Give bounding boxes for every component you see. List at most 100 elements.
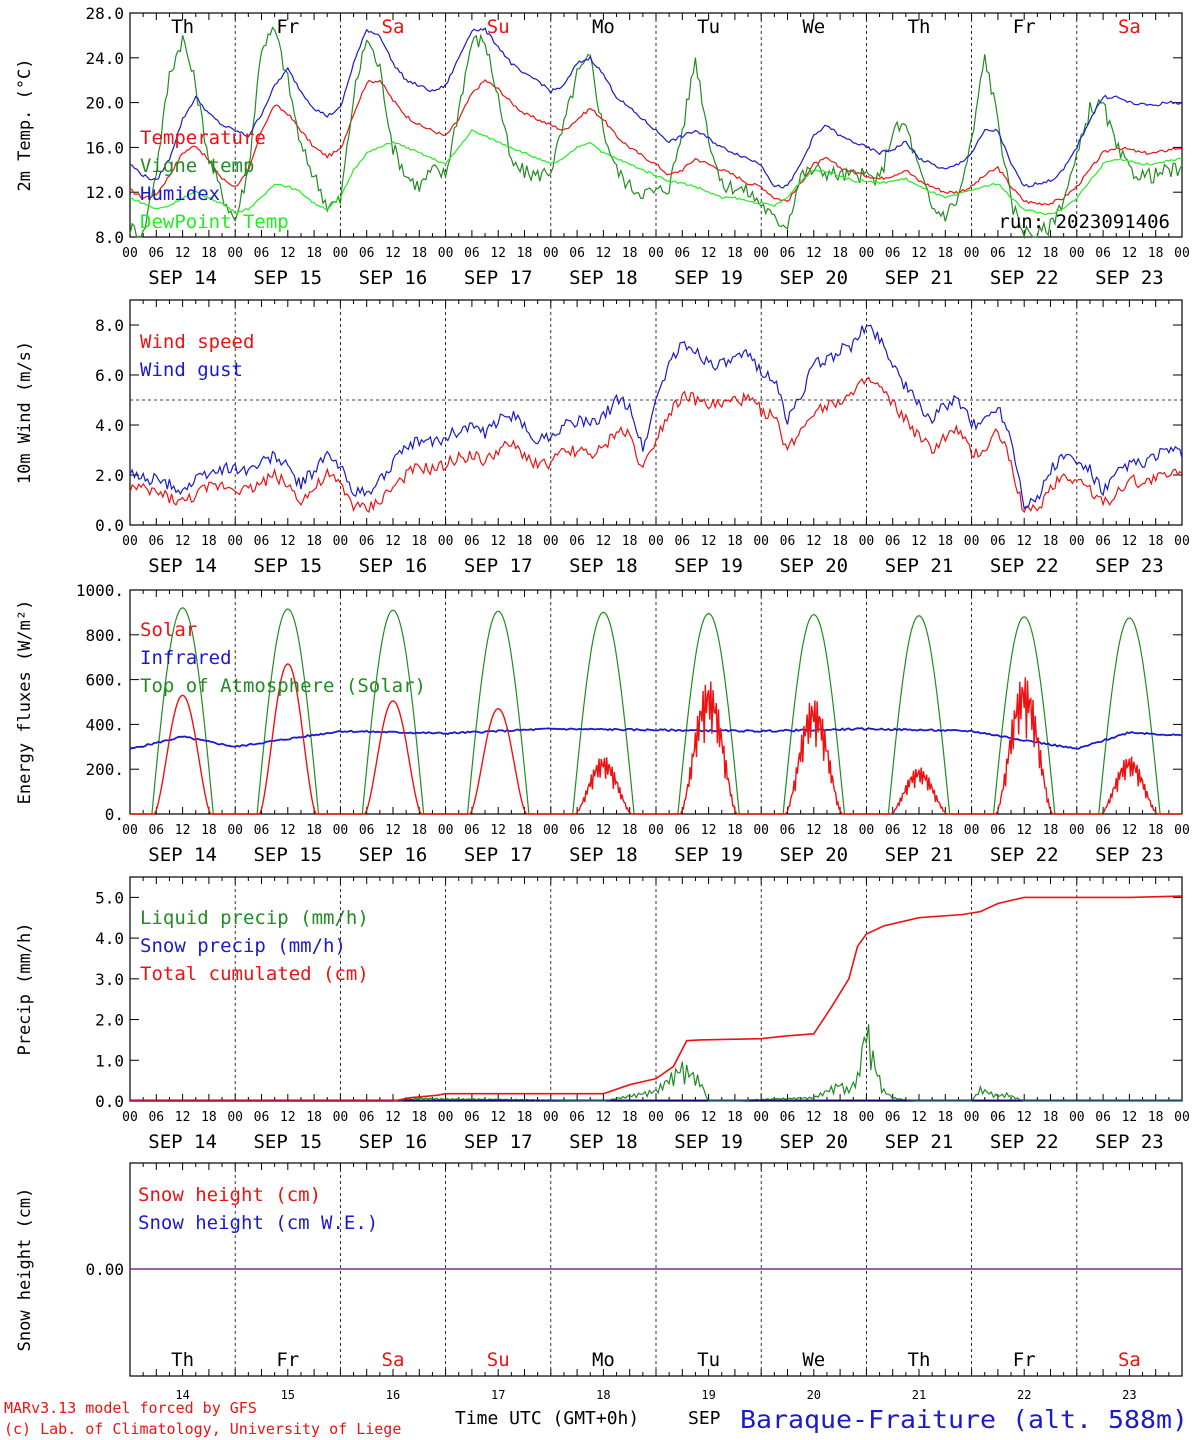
wind-hour-tick-label: 12 (701, 534, 717, 549)
precip-hour-tick-label: 18 (201, 1110, 217, 1125)
precip-date-label: SEP 19 (674, 1131, 743, 1153)
wind-hour-tick-label: 06 (569, 534, 585, 549)
snow-day-number: 19 (701, 1388, 715, 1402)
temp-hour-tick-label: 00 (648, 246, 664, 261)
precip-hour-tick-label: 18 (306, 1110, 322, 1125)
precip-hour-tick-label: 00 (543, 1110, 559, 1125)
temp-date-label: SEP 14 (148, 267, 217, 289)
precip-y-axis-label: Precip (mm/h) (15, 922, 35, 1055)
snow-weekday-label: Su (487, 1349, 510, 1371)
precip-hour-tick-label: 12 (596, 1110, 612, 1125)
energy-date-label: SEP 14 (148, 844, 217, 866)
precip-hour-tick-label: 06 (674, 1110, 690, 1125)
precip-hour-tick-label: 18 (1043, 1110, 1059, 1125)
wind-legend-entry: Wind gust (140, 359, 243, 381)
wind-date-label: SEP 22 (990, 555, 1059, 577)
precip-legend-entry: Total cumulated (cm) (140, 963, 369, 985)
temp-series-line (129, 26, 1183, 240)
wind-hour-tick-label: 18 (622, 534, 638, 549)
energy-date-label: SEP 22 (990, 844, 1059, 866)
precip-y-tick-label: 3.0 (95, 970, 124, 989)
energy-date-label: SEP 16 (359, 844, 428, 866)
precip-legend-entry: Snow precip (mm/h) (140, 935, 346, 957)
wind-hour-tick-label: 12 (596, 534, 612, 549)
energy-hour-tick-label: 18 (727, 823, 743, 838)
temp-hour-tick-label: 12 (1016, 246, 1032, 261)
wind-hour-tick-label: 12 (280, 534, 296, 549)
energy-hour-tick-label: 00 (438, 823, 454, 838)
precip-hour-tick-label: 00 (438, 1110, 454, 1125)
temp-hour-tick-label: 06 (359, 246, 375, 261)
wind-hour-tick-label: 00 (964, 534, 980, 549)
precip-hour-tick-label: 12 (175, 1110, 191, 1125)
wind-hour-tick-label: 00 (753, 534, 769, 549)
snow-day-number: 20 (807, 1388, 821, 1402)
snow-y-tick-label: 0.00 (85, 1260, 124, 1279)
temp-hour-tick-label: 00 (227, 246, 243, 261)
precip-hour-tick-label: 18 (727, 1110, 743, 1125)
energy-legend-entry: Solar (140, 619, 197, 641)
wind-hour-tick-label: 06 (1095, 534, 1111, 549)
temp-hour-tick-label: 06 (1095, 246, 1111, 261)
wind-hour-tick-label: 18 (1148, 534, 1164, 549)
wind-hour-tick-label: 12 (385, 534, 401, 549)
snow-weekday-label: Th (908, 1349, 931, 1371)
energy-hour-tick-label: 18 (622, 823, 638, 838)
temp-y-axis-label: 2m Temp. (°C) (15, 58, 35, 191)
energy-hour-tick-label: 00 (1069, 823, 1085, 838)
temp-hour-tick-label: 18 (937, 246, 953, 261)
energy-date-label: SEP 20 (779, 844, 848, 866)
snow-weekday-label: Mo (592, 1349, 615, 1371)
energy-hour-tick-label: 18 (1043, 823, 1059, 838)
energy-hour-tick-label: 00 (543, 823, 559, 838)
energy-hour-tick-label: 06 (569, 823, 585, 838)
temp-weekday-label: Th (171, 16, 194, 38)
temp-weekday-label: Tu (697, 16, 720, 38)
wind-hour-tick-label: 12 (1122, 534, 1138, 549)
lab-credit: (c) Lab. of Climatology, University of L… (4, 1420, 401, 1438)
precip-hour-tick-label: 18 (1148, 1110, 1164, 1125)
temp-hour-tick-label: 00 (122, 246, 138, 261)
precip-hour-tick-label: 00 (964, 1110, 980, 1125)
energy-date-label: SEP 18 (569, 844, 638, 866)
temp-hour-tick-label: 12 (490, 246, 506, 261)
energy-y-tick-label: 800. (85, 626, 124, 645)
snow-weekday-label: Sa (382, 1349, 405, 1371)
wind-series-line (129, 324, 1183, 510)
precip-date-label: SEP 23 (1095, 1131, 1164, 1153)
wind-hour-tick-label: 18 (832, 534, 848, 549)
energy-solar-line (130, 663, 1182, 815)
precip-date-label: SEP 14 (148, 1131, 217, 1153)
energy-hour-tick-label: 18 (306, 823, 322, 838)
wind-y-tick-label: 0.0 (95, 516, 124, 535)
snow-weekday-label: Th (171, 1349, 194, 1371)
energy-date-label: SEP 19 (674, 844, 743, 866)
precip-hour-tick-label: 12 (385, 1110, 401, 1125)
energy-hour-tick-label: 18 (201, 823, 217, 838)
temp-date-label: SEP 17 (464, 267, 533, 289)
temp-hour-tick-label: 18 (622, 246, 638, 261)
precip-date-label: SEP 18 (569, 1131, 638, 1153)
temp-series-line (129, 79, 1183, 206)
temp-legend-entry: Humidex (140, 183, 220, 205)
temp-hour-tick-label: 00 (333, 246, 349, 261)
temp-hour-tick-label: 12 (385, 246, 401, 261)
wind-date-label: SEP 18 (569, 555, 638, 577)
temp-date-label: SEP 23 (1095, 267, 1164, 289)
energy-hour-tick-label: 12 (806, 823, 822, 838)
temp-hour-tick-label: 12 (806, 246, 822, 261)
wind-hour-tick-label: 18 (937, 534, 953, 549)
precip-hour-tick-label: 12 (490, 1110, 506, 1125)
precip-hour-tick-label: 12 (806, 1110, 822, 1125)
precip-hour-tick-label: 12 (701, 1110, 717, 1125)
snow-day-number: 15 (281, 1388, 295, 1402)
temp-hour-tick-label: 18 (1043, 246, 1059, 261)
wind-hour-tick-label: 18 (411, 534, 427, 549)
month-label: SEP (688, 1408, 721, 1429)
wind-date-label: SEP 20 (779, 555, 848, 577)
energy-time-axis: 00 06 12 18 SEP 14 00 06 12 18 SEP 15 00 06 12 18 SEP … (122, 823, 1190, 866)
temp-hour-tick-label: 06 (254, 246, 270, 261)
energy-hour-tick-label: 06 (674, 823, 690, 838)
precip-y-tick-label: 1.0 (95, 1051, 124, 1070)
wind-hour-tick-label: 00 (859, 534, 875, 549)
